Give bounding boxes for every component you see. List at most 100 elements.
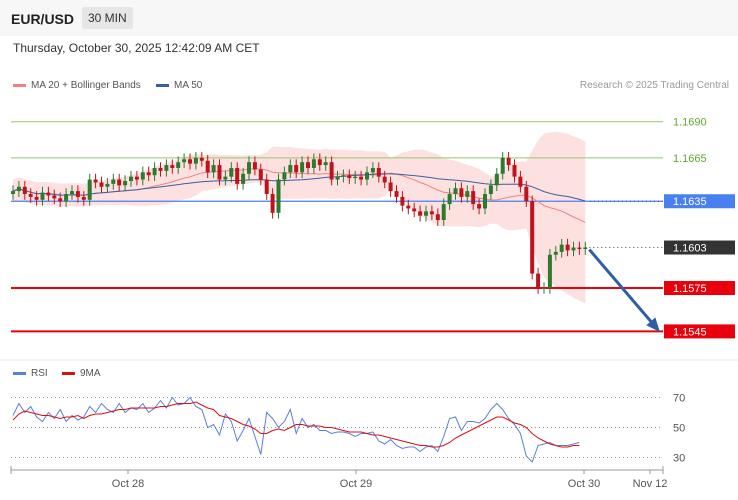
candle-body	[553, 251, 558, 255]
candle-body	[453, 188, 458, 195]
candle-body	[105, 183, 110, 187]
candle-body	[247, 162, 251, 174]
candle-body	[252, 162, 257, 170]
legend-ma9: 9MA	[62, 368, 101, 379]
candle-body	[329, 162, 334, 180]
candle-body	[512, 165, 517, 177]
candle-body	[394, 191, 399, 197]
candle-body	[170, 165, 175, 168]
candle-body	[258, 169, 263, 180]
candle-body	[565, 244, 570, 251]
candle-body	[518, 176, 523, 187]
candle-body	[559, 244, 564, 252]
candle-body	[300, 162, 305, 173]
candle-body	[359, 176, 364, 180]
candle-body	[235, 167, 240, 184]
candle-body	[288, 165, 293, 173]
price-label-1.1603: 1.1603	[673, 243, 707, 255]
timestamp: Thursday, October 30, 2025 12:42:09 AM C…	[13, 41, 260, 55]
candle-body	[471, 191, 476, 205]
price-tag-1.1545	[664, 324, 735, 339]
legend-ma20: MA 20 + Bollinger Bands	[13, 80, 141, 91]
candle-body	[353, 176, 358, 179]
candle-body	[99, 182, 104, 187]
candle-body	[429, 211, 434, 215]
candle-body	[506, 157, 511, 166]
candle-body	[494, 173, 499, 186]
candle-body	[28, 194, 33, 197]
candle-body	[370, 167, 375, 173]
rsi-line	[12, 396, 580, 463]
candle-body	[111, 179, 116, 184]
rsi-tick-50: 50	[673, 423, 685, 435]
rsi-tick-30: 30	[673, 453, 685, 465]
candle-body	[270, 194, 275, 213]
candle-body	[418, 211, 423, 216]
candle-body	[152, 167, 157, 176]
timeframe-button[interactable]: 30 MIN	[82, 7, 133, 29]
candle-body	[282, 172, 287, 180]
candle-body	[488, 185, 493, 195]
candle-body	[211, 165, 216, 173]
candle-body	[117, 179, 122, 186]
candle-body	[188, 159, 192, 164]
candle-body	[306, 162, 310, 168]
candle-body	[93, 179, 98, 183]
candle-body	[81, 196, 86, 200]
candle-body	[70, 191, 74, 195]
time-label-Oct-28: Oct 28	[112, 478, 144, 490]
candle-body	[400, 196, 405, 206]
candle-body	[341, 175, 346, 177]
candle-body	[447, 194, 452, 205]
candle-body	[140, 172, 145, 180]
candle-body	[577, 247, 582, 249]
candle-body	[406, 205, 411, 209]
candle-body	[335, 176, 340, 180]
candle-body	[229, 167, 234, 177]
candle-body	[123, 180, 128, 186]
price-tag-1.1635	[664, 194, 735, 209]
candle-body	[134, 176, 139, 180]
candle-body	[205, 160, 210, 173]
candle-body	[323, 162, 328, 166]
candle-body	[52, 195, 57, 199]
ma50-swatch	[156, 83, 169, 87]
candle-body	[64, 194, 69, 202]
candle-body	[182, 159, 187, 163]
credit-text: Research © 2025 Trading Central	[579, 80, 729, 91]
candle-body	[435, 214, 440, 221]
ma50-label: MA 50	[174, 80, 203, 91]
price-label-1.1575: 1.1575	[673, 283, 707, 295]
time-label-Nov-12: Nov 12	[633, 478, 668, 490]
price-label-1.1665: 1.1665	[673, 153, 707, 165]
price-tag-1.1603	[664, 240, 735, 255]
candle-body	[146, 172, 151, 176]
candle-body	[217, 165, 222, 180]
candle-body	[536, 273, 541, 289]
candle-body	[46, 192, 51, 196]
legend-ma50: MA 50	[156, 80, 202, 91]
candle-body	[441, 204, 446, 221]
ma9-line	[12, 401, 580, 448]
candle-body	[158, 167, 163, 171]
candle-body	[412, 208, 417, 212]
price-tag-1.1575	[664, 281, 735, 296]
candle-body	[424, 211, 428, 216]
candle-body	[365, 172, 369, 180]
candle-body	[459, 188, 464, 197]
candle-body	[311, 159, 316, 168]
candle-body	[34, 196, 39, 200]
price-label-1.1690: 1.1690	[673, 117, 707, 129]
ma50-line	[12, 173, 586, 202]
rsi-label: RSI	[31, 368, 48, 379]
candle-body	[500, 157, 505, 174]
price-label-1.1635: 1.1635	[673, 196, 707, 208]
candle-body	[376, 167, 381, 177]
projection-arrowhead	[646, 317, 660, 332]
time-label-Oct-29: Oct 29	[340, 478, 372, 490]
candles	[11, 152, 588, 294]
candle-body	[547, 254, 552, 289]
candle-body	[524, 186, 529, 202]
chart-header: EUR/USD 30 MIN	[0, 0, 738, 36]
